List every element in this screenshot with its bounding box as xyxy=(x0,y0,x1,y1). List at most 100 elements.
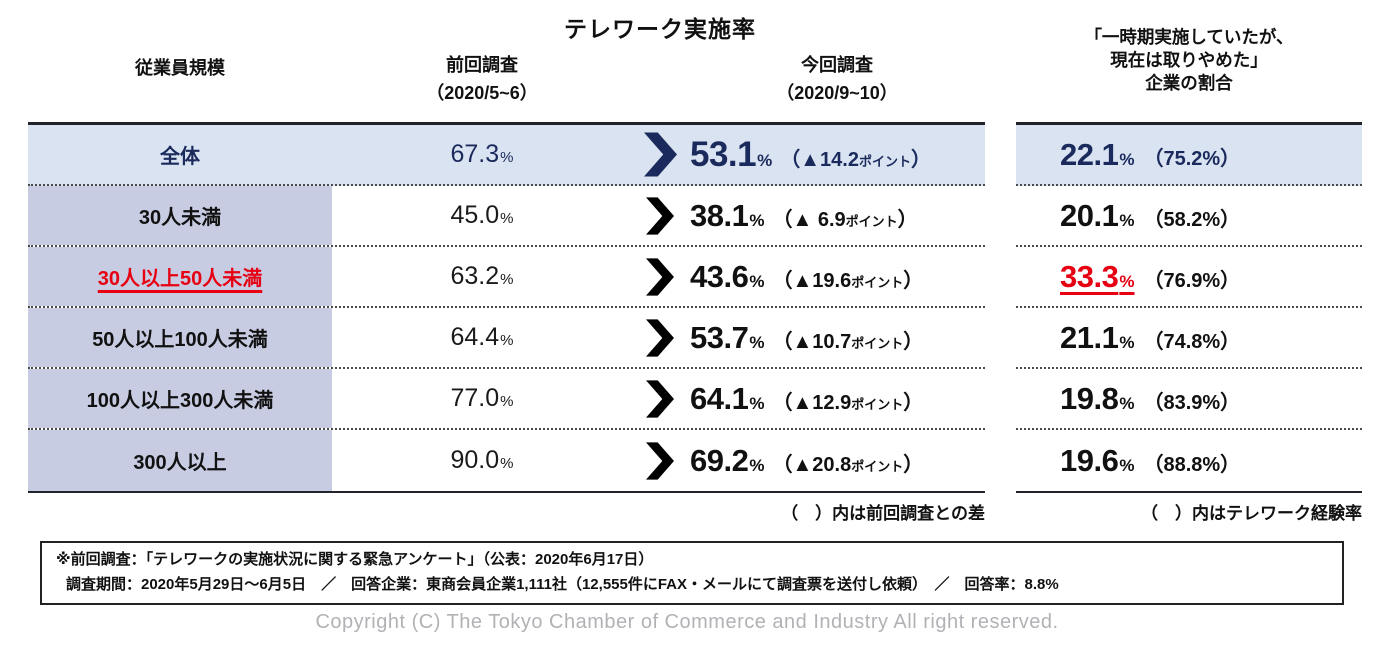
row-label: 100人以上300人未満 xyxy=(86,390,274,412)
current-value-cell: 53.1% （▲14.2ポイント） xyxy=(688,125,985,184)
prev-value: 63.2 xyxy=(450,262,500,290)
stopped-header-line3: 企業の割合 xyxy=(1145,73,1233,94)
arrow-cell xyxy=(632,430,688,491)
right-chevron-icon xyxy=(646,318,674,357)
experience-rate: （76.9%） xyxy=(1143,269,1241,292)
stopped-header-line2: 現在は取りやめた」 xyxy=(1110,50,1268,71)
stopped-value-wrap: 19.8% xyxy=(1060,381,1135,416)
percent-sign: % xyxy=(1119,149,1135,169)
diff-value: ▲12.9 xyxy=(792,391,852,414)
stopped-value: 22.1 xyxy=(1060,136,1119,172)
diff-from-previous: （▲20.8ポイント） xyxy=(772,454,923,476)
diff-value: ▲ 6.9 xyxy=(792,208,846,231)
stopped-row: 19.8% （83.9%） xyxy=(1016,369,1362,430)
arrow-cell xyxy=(632,308,688,367)
percent-sign: % xyxy=(749,332,765,352)
percent-sign: % xyxy=(500,210,514,227)
arrow-cell xyxy=(632,186,688,245)
percent-sign: % xyxy=(1119,332,1135,352)
row-label: 30人未満 xyxy=(138,207,222,229)
close-paren: ） xyxy=(903,330,924,353)
arrow-cell xyxy=(632,369,688,428)
experience-rate: （58.2%） xyxy=(1143,208,1241,231)
arrow-cell xyxy=(632,125,688,184)
table-row: 30人以上50人未満 63.2% 43.6% （▲19.6ポイント） xyxy=(28,247,985,308)
row-label-cell: 30人未満 xyxy=(28,186,332,245)
close-paren: ） xyxy=(903,269,924,292)
percent-sign: % xyxy=(1119,455,1135,475)
prev-value-cell: 67.3% xyxy=(332,125,632,184)
stopped-value: 20.1 xyxy=(1060,197,1119,233)
prev-value: 90.0 xyxy=(450,446,500,474)
current-column-header: 今回調査 （2020/9~10） xyxy=(689,52,985,108)
stopped-row: 21.1% （74.8%） xyxy=(1016,308,1362,369)
stopped-value: 19.6 xyxy=(1060,442,1119,478)
prev-value: 67.3 xyxy=(450,140,500,168)
diff-note: （ ）内は前回調査との差 xyxy=(781,504,985,523)
percent-sign: % xyxy=(749,393,765,413)
prev-value-cell: 77.0% xyxy=(332,369,632,428)
row-label: 30人以上50人未満 xyxy=(97,268,263,290)
copyright: Copyright (C) The Tokyo Chamber of Comme… xyxy=(315,611,1059,633)
prev-value-cell: 64.4% xyxy=(332,308,632,367)
percent-sign: % xyxy=(500,271,514,288)
stopped-value: 19.8 xyxy=(1060,380,1119,416)
stopped-value-wrap: 19.6% xyxy=(1060,443,1135,478)
percent-sign: % xyxy=(749,455,765,475)
stopped-value-wrap: 21.1% xyxy=(1060,320,1135,355)
footnote-line2: 調査期間：2020年5月29日〜6月5日 ／ 回答企業：東商会員企業1,111社… xyxy=(66,575,1059,593)
current-value-cell: 69.2% （▲20.8ポイント） xyxy=(688,430,985,491)
table-row: 50人以上100人未満 64.4% 53.7% （▲10.7ポイント） xyxy=(28,308,985,369)
current-value-cell: 43.6% （▲19.6ポイント） xyxy=(688,247,985,306)
prev-header-period: （2020/5~6） xyxy=(426,82,538,103)
diff-from-previous: （▲19.6ポイント） xyxy=(772,270,923,292)
prev-column-header: 前回調査 （2020/5~6） xyxy=(332,52,632,108)
percent-sign: % xyxy=(749,210,765,230)
prev-value-cell: 90.0% xyxy=(332,430,632,491)
current-value-cell: 38.1% （▲ 6.9ポイント） xyxy=(688,186,985,245)
page-title: テレワーク実施率 xyxy=(564,16,756,42)
row-label-cell: 30人以上50人未満 xyxy=(28,247,332,306)
right-chevron-icon xyxy=(646,441,674,480)
prev-value: 45.0 xyxy=(450,201,500,229)
prev-value-cell: 45.0% xyxy=(332,186,632,245)
stopped-value-wrap: 33.3% xyxy=(1060,259,1135,294)
row-label: 50人以上100人未満 xyxy=(92,329,268,351)
experience-rate: （75.2%） xyxy=(1143,147,1241,170)
row-label: 300人以上 xyxy=(133,452,227,474)
close-paren: ） xyxy=(903,391,924,414)
diff-from-previous: （▲12.9ポイント） xyxy=(772,392,923,414)
point-unit: ポイント xyxy=(845,213,898,229)
stopped-value-wrap: 20.1% xyxy=(1060,198,1134,233)
open-paren: （ xyxy=(780,148,801,171)
point-unit: ポイント xyxy=(851,458,904,474)
right-chevron-icon xyxy=(646,257,674,296)
row-label-cell: 全体 xyxy=(28,125,332,184)
footnote-line1: ※前回調査：「テレワークの実施状況に関する緊急アンケート」（公表：2020年6月… xyxy=(56,551,654,568)
open-paren: （ xyxy=(772,330,793,353)
current-header-label: 今回調査 xyxy=(801,55,873,75)
diff-from-previous: （▲14.2ポイント） xyxy=(780,149,931,171)
footnote-box: ※前回調査：「テレワークの実施状況に関する緊急アンケート」（公表：2020年6月… xyxy=(40,541,1344,605)
close-paren: ） xyxy=(903,453,924,476)
open-paren: （ xyxy=(772,453,793,476)
point-unit: ポイント xyxy=(858,153,911,169)
percent-sign: % xyxy=(1119,393,1135,413)
right-chevron-icon xyxy=(646,196,674,235)
open-paren: （ xyxy=(772,208,793,231)
diff-value: ▲19.6 xyxy=(792,269,852,292)
percent-sign: % xyxy=(1119,271,1135,291)
right-chevron-icon xyxy=(646,379,674,418)
stopped-row: 33.3% （76.9%） xyxy=(1016,247,1362,308)
scale-column-header: 従業員規模 xyxy=(135,58,225,78)
stopped-row: 22.1% （75.2%） xyxy=(1016,125,1362,186)
prev-header-label: 前回調査 xyxy=(446,55,518,75)
stopped-row: 20.1% （58.2%） xyxy=(1016,186,1362,247)
experience-note: （ ）内はテレワーク経験率 xyxy=(1141,504,1362,523)
stopped-column-header: 「一時期実施していたが、 現在は取りやめた」 企業の割合 xyxy=(1016,26,1362,95)
point-unit: ポイント xyxy=(851,274,904,290)
current-value: 43.6 xyxy=(690,258,749,294)
row-label-cell: 50人以上100人未満 xyxy=(28,308,332,367)
current-header-period: （2020/9~10） xyxy=(776,82,898,103)
prev-value-cell: 63.2% xyxy=(332,247,632,306)
